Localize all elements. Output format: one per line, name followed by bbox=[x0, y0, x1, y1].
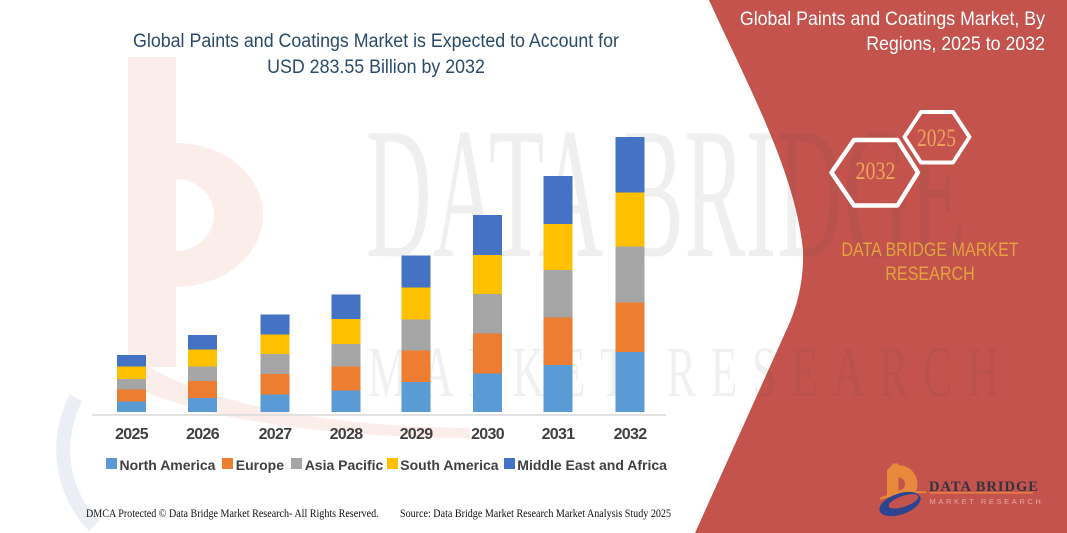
svg-text:2025: 2025 bbox=[917, 125, 956, 152]
svg-text:MARKET RESEARCH: MARKET RESEARCH bbox=[930, 497, 1044, 506]
svg-text:DATA BRIDGE: DATA BRIDGE bbox=[929, 479, 1039, 495]
svg-text:2032: 2032 bbox=[856, 158, 896, 185]
